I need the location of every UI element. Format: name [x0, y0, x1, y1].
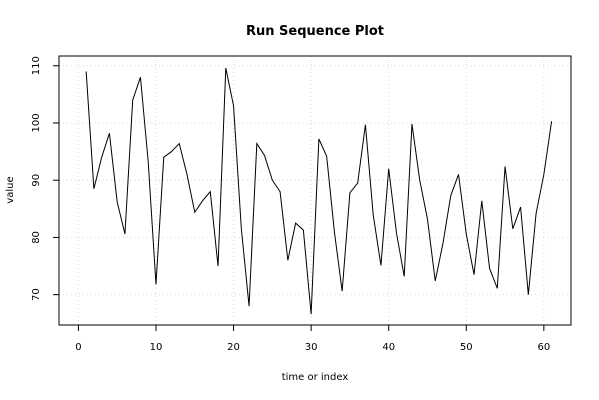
- x-axis: 0 10 20 30 40 50 60: [75, 325, 550, 353]
- y-tick-label-3: 100: [31, 113, 42, 132]
- plot-frame: [58, 55, 572, 326]
- y-tick-label-2: 90: [31, 174, 42, 187]
- y-tick-label-0: 70: [31, 288, 42, 301]
- x-axis-label: time or index: [282, 372, 349, 383]
- x-tick-label-4: 40: [382, 342, 395, 353]
- x-tick-label-2: 20: [227, 342, 240, 353]
- y-tick-label-4: 110: [31, 56, 42, 75]
- grid-layer: [59, 56, 571, 325]
- y-axis: 70 80 90 100 110: [31, 56, 59, 301]
- y-axis-label: value: [5, 176, 16, 203]
- x-tick-label-5: 50: [460, 342, 473, 353]
- x-tick-label-0: 0: [75, 342, 81, 353]
- x-tick-label-1: 10: [150, 342, 163, 353]
- y-tick-label-1: 80: [31, 231, 42, 244]
- x-tick-label-3: 30: [305, 342, 318, 353]
- x-tick-label-6: 60: [537, 342, 550, 353]
- series-line: [85, 67, 553, 315]
- series-layer: [85, 67, 553, 315]
- chart-title: Run Sequence Plot: [246, 24, 384, 39]
